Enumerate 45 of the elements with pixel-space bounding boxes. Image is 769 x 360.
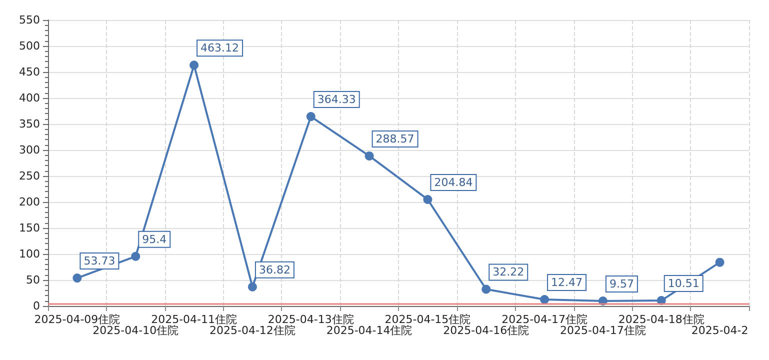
x-tick-label: 2025-04-13住院: [268, 313, 354, 326]
x-tick-label: 2025-04-14住院: [326, 324, 412, 337]
y-tick-label: 500: [19, 40, 40, 52]
y-tick-label: 100: [19, 248, 40, 260]
y-tick-label: 150: [19, 222, 40, 234]
data-label: 204.84: [434, 176, 473, 189]
y-tick-label: 400: [19, 92, 40, 104]
point: [715, 258, 724, 267]
x-tick-label: 2025-04-10住院: [92, 324, 179, 337]
x-tick-label: 2025-04-17住院: [560, 324, 646, 337]
point: [482, 284, 491, 294]
y-tick-label: 550: [19, 14, 40, 26]
x-tick-label: 2025-04-16住院: [443, 324, 530, 337]
data-label: 12.47: [551, 276, 583, 290]
data-label: 53.73: [84, 254, 116, 268]
data-label: 32.22: [492, 266, 524, 279]
data-label: 364.33: [317, 93, 356, 106]
y-tick-label: 450: [19, 66, 40, 78]
x-tick-label: 2025-04-17住院: [502, 313, 588, 326]
point: [423, 194, 432, 204]
x-tick-label: 2025-04-2: [691, 324, 748, 337]
x-tick-label: 2025-04-09住院: [34, 313, 120, 326]
x-tick-label: 2025-04-18住院: [618, 313, 704, 326]
point: [306, 112, 316, 122]
y-tick-label: 0: [33, 300, 40, 312]
data-label: 10.51: [668, 277, 700, 290]
point: [248, 282, 257, 292]
y-tick-label: 200: [19, 196, 40, 208]
x-tick-label: 2025-04-12住院: [209, 324, 296, 337]
point: [190, 60, 199, 70]
data-label: 95.4: [142, 232, 167, 246]
data-label: 288.57: [376, 132, 414, 146]
point: [131, 252, 140, 261]
data-label: 463.12: [200, 42, 240, 55]
y-tick-label: 50: [26, 274, 40, 286]
y-tick-label: 300: [19, 144, 40, 156]
data-label: 36.82: [258, 263, 290, 276]
y-tick-label: 350: [19, 118, 40, 130]
x-tick-label: 2025-04-11住院: [151, 313, 238, 326]
y-tick-label: 250: [19, 170, 40, 182]
point: [364, 151, 374, 160]
data-label: 9.57: [609, 278, 634, 291]
point: [540, 295, 550, 304]
x-tick-label: 2025-04-15住院: [384, 313, 471, 326]
point: [72, 274, 82, 283]
